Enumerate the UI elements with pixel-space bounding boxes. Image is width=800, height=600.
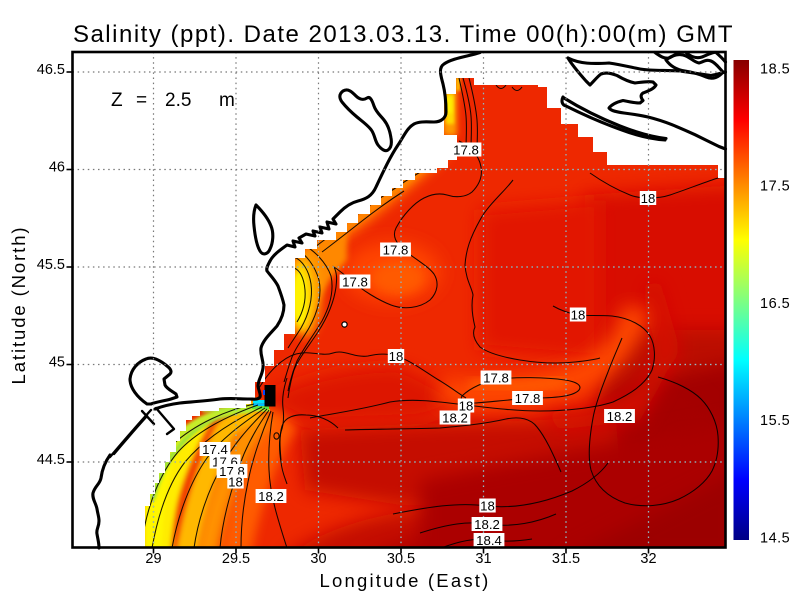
svg-text:17.8: 17.8 — [515, 391, 541, 406]
svg-text:32: 32 — [640, 551, 656, 567]
svg-text:17.8: 17.8 — [453, 142, 479, 157]
svg-text:45.5: 45.5 — [37, 257, 65, 273]
svg-text:18.2: 18.2 — [607, 409, 633, 424]
svg-text:Z=2.5m: Z = 2.5 m — [111, 90, 235, 111]
svg-text:30.5: 30.5 — [387, 551, 415, 567]
svg-text:31.5: 31.5 — [552, 551, 580, 567]
svg-text:18: 18 — [459, 398, 474, 413]
svg-text:18: 18 — [571, 307, 586, 322]
svg-text:30: 30 — [310, 551, 326, 567]
svg-text:29: 29 — [145, 551, 161, 567]
svg-text:Salinity (ppt). Date 2013.03.1: Salinity (ppt). Date 2013.03.13. Time 00… — [73, 21, 734, 48]
svg-text:45: 45 — [49, 354, 65, 370]
svg-text:18: 18 — [228, 474, 243, 489]
svg-text:Latitude (North): Latitude (North) — [8, 226, 29, 385]
svg-text:15.5: 15.5 — [760, 413, 790, 429]
svg-text:18.5: 18.5 — [760, 62, 790, 78]
svg-text:17.8: 17.8 — [483, 370, 509, 385]
svg-text:16.5: 16.5 — [760, 296, 790, 312]
svg-text:44.5: 44.5 — [37, 452, 65, 468]
svg-text:18: 18 — [480, 498, 495, 513]
svg-text:18.4: 18.4 — [476, 533, 502, 548]
svg-text:18.2: 18.2 — [474, 517, 500, 532]
svg-text:Longitude (East): Longitude (East) — [320, 570, 491, 591]
svg-text:31: 31 — [475, 551, 491, 567]
svg-text:18: 18 — [389, 349, 404, 364]
svg-text:17.8: 17.8 — [342, 274, 368, 289]
svg-text:46.5: 46.5 — [37, 62, 65, 78]
svg-text:46: 46 — [49, 159, 65, 175]
svg-text:17.8: 17.8 — [383, 242, 409, 257]
svg-text:18.2: 18.2 — [442, 410, 468, 425]
svg-text:18: 18 — [641, 191, 656, 206]
svg-text:14.5: 14.5 — [760, 530, 790, 546]
svg-text:29.5: 29.5 — [222, 551, 250, 567]
svg-text:17.4: 17.4 — [202, 442, 228, 457]
svg-text:17.5: 17.5 — [760, 179, 790, 195]
svg-text:18.2: 18.2 — [258, 489, 284, 504]
